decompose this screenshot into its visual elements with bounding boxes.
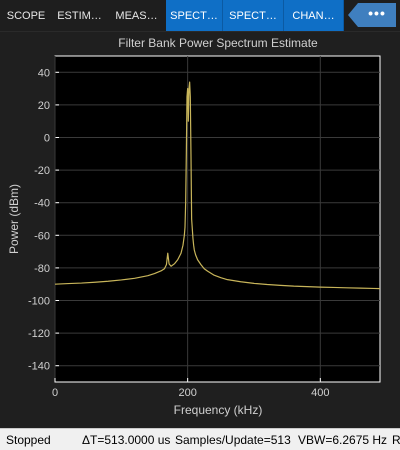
plot-panel: Filter Bank Power Spectrum Estimate 40 20… <box>0 32 400 428</box>
y-tick-label: -60 <box>34 230 50 242</box>
y-tick-label: -40 <box>34 198 50 210</box>
y-axis-label: Power (dBm) <box>7 184 21 254</box>
status-state: Stopped <box>6 433 51 447</box>
toolstrip: SCOPE ESTIM… MEAS… SPECT… SPECT… CHAN… •… <box>0 0 400 32</box>
spectrum-chart: Filter Bank Power Spectrum Estimate 40 20… <box>7 36 381 417</box>
tab-measurements[interactable]: MEAS… <box>115 9 158 22</box>
y-tick-label: 20 <box>38 100 50 112</box>
tab-estimation[interactable]: ESTIM… <box>57 9 102 22</box>
tab-spectrum-2[interactable]: SPECT… <box>223 0 284 31</box>
toolstrip-more-area: ••• <box>348 0 400 31</box>
spectrum-trace-line <box>54 81 381 290</box>
y-tick-label: -80 <box>34 263 50 275</box>
tab-channel[interactable]: CHAN… <box>284 0 344 31</box>
x-axis-label: Frequency (kHz) <box>174 403 263 417</box>
status-bar: Stopped ΔT=513.0000 us Samples/Update=51… <box>0 428 400 450</box>
tab-spectrum-1[interactable]: SPECT… <box>166 0 223 31</box>
status-delta-t: ΔT=513.0000 us <box>82 433 171 447</box>
trace-layer <box>54 81 381 290</box>
y-tick-label: 40 <box>38 67 50 79</box>
more-tabs-button[interactable]: ••• <box>358 3 396 27</box>
x-tick-label: 0 <box>52 387 58 399</box>
status-vbw: VBW=6.2675 Hz <box>298 433 388 447</box>
y-tick-label: -20 <box>34 165 50 177</box>
y-tick-label: -140 <box>28 361 50 373</box>
y-tick-label: -120 <box>28 328 50 340</box>
grid-lines <box>54 56 380 382</box>
axes-background[interactable] <box>54 55 381 383</box>
y-tick-label: 0 <box>44 133 50 145</box>
more-notch-shape <box>348 3 358 27</box>
x-tick-label: 400 <box>311 387 329 399</box>
y-tick-label: -100 <box>28 296 50 308</box>
x-tick-label: 200 <box>178 387 196 399</box>
tab-scope[interactable]: SCOPE <box>6 9 46 22</box>
chart-title: Filter Bank Power Spectrum Estimate <box>118 36 318 50</box>
status-samples-update: Samples/Update=513 <box>175 433 291 447</box>
status-overflow-text: R <box>392 433 400 447</box>
